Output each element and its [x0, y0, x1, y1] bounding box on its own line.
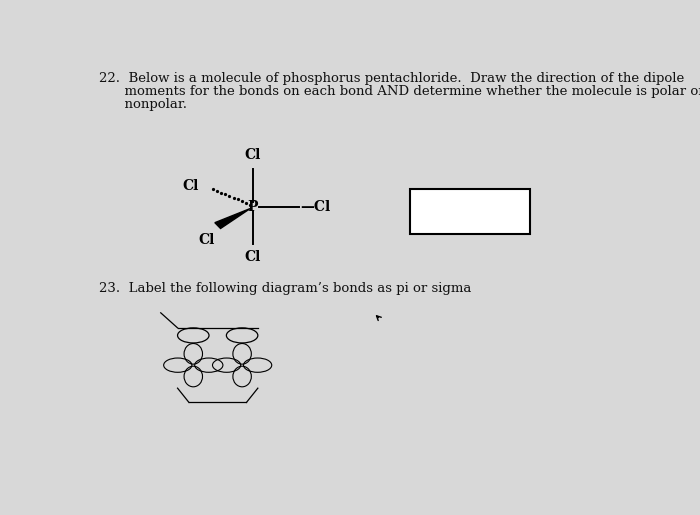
- Text: —Cl: —Cl: [300, 199, 330, 214]
- Polygon shape: [215, 209, 251, 229]
- Text: Cl: Cl: [199, 233, 215, 247]
- Text: 22.  Below is a molecule of phosphorus pentachloride.  Draw the direction of the: 22. Below is a molecule of phosphorus pe…: [99, 72, 685, 84]
- Text: P: P: [248, 199, 258, 214]
- Text: Cl: Cl: [245, 148, 261, 162]
- Text: nonpolar.: nonpolar.: [99, 98, 188, 111]
- Text: moments for the bonds on each bond AND determine whether the molecule is polar o: moments for the bonds on each bond AND d…: [99, 85, 700, 98]
- Text: Cl: Cl: [182, 179, 199, 193]
- Text: 23.  Label the following diagram’s bonds as pi or sigma: 23. Label the following diagram’s bonds …: [99, 282, 472, 295]
- Text: Cl: Cl: [245, 250, 261, 264]
- Bar: [410, 188, 530, 234]
